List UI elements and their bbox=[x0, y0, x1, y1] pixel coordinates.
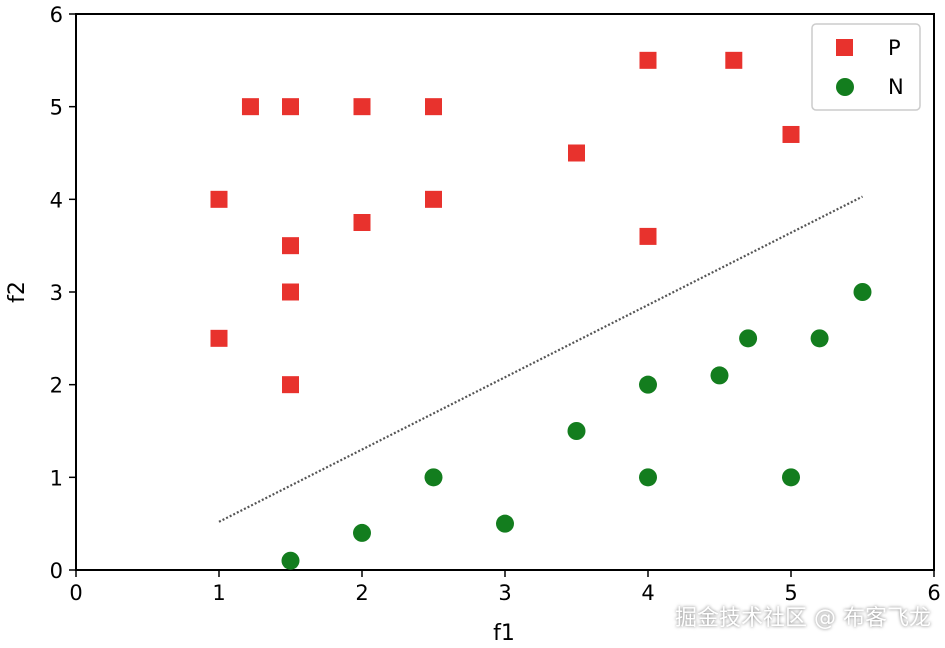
point-p bbox=[568, 144, 585, 162]
point-p bbox=[282, 376, 299, 394]
point-p bbox=[353, 214, 371, 231]
point-n bbox=[710, 366, 729, 385]
y-tick-label: 6 bbox=[50, 3, 63, 27]
plot-area bbox=[75, 13, 935, 571]
point-n bbox=[739, 329, 758, 348]
point-n bbox=[853, 283, 872, 301]
point-p bbox=[725, 51, 743, 69]
legend: P N bbox=[811, 23, 921, 111]
point-n bbox=[782, 468, 800, 487]
y-tick-label: 2 bbox=[50, 374, 63, 398]
x-tick-label: 0 bbox=[69, 581, 82, 605]
data-points bbox=[210, 51, 872, 570]
point-p bbox=[282, 283, 299, 301]
point-p bbox=[210, 329, 228, 347]
axis-ticks: 0 1 2 3 4 5 6 0 1 2 3 4 5 6 bbox=[50, 3, 941, 605]
point-p bbox=[353, 98, 371, 116]
point-n bbox=[353, 523, 371, 542]
y-tick-label: 3 bbox=[50, 281, 63, 305]
point-p bbox=[241, 98, 259, 116]
point-n bbox=[567, 422, 586, 440]
point-p bbox=[639, 51, 657, 69]
legend-label-p: P bbox=[888, 36, 901, 60]
y-tick-label: 5 bbox=[50, 96, 63, 120]
point-p bbox=[425, 98, 442, 116]
x-axis-label: f1 bbox=[493, 621, 515, 646]
x-tick-label: 3 bbox=[498, 581, 511, 605]
decision-boundary bbox=[218, 195, 863, 523]
x-tick-label: 6 bbox=[927, 581, 940, 605]
point-n bbox=[281, 551, 300, 570]
legend-box bbox=[811, 23, 921, 111]
point-p bbox=[782, 125, 800, 143]
y-tick-label: 0 bbox=[50, 559, 63, 583]
point-n bbox=[639, 375, 657, 394]
watermark-text: 掘金技术社区 @ 布客飞龙 bbox=[675, 606, 931, 631]
legend-marker-p bbox=[836, 39, 853, 56]
x-tick-label: 2 bbox=[355, 581, 368, 605]
point-p bbox=[425, 190, 442, 208]
decision-line bbox=[218, 195, 863, 523]
point-p bbox=[282, 237, 299, 255]
y-axis-label: f2 bbox=[5, 281, 30, 303]
y-tick-label: 4 bbox=[50, 188, 63, 212]
x-tick-label: 1 bbox=[212, 581, 225, 605]
legend-marker-n bbox=[836, 78, 854, 96]
y-tick-label: 1 bbox=[50, 466, 63, 490]
point-p bbox=[639, 227, 657, 245]
point-n bbox=[639, 468, 657, 487]
x-tick-label: 5 bbox=[784, 581, 797, 605]
point-p bbox=[282, 98, 299, 116]
legend-label-n: N bbox=[888, 75, 904, 99]
point-n bbox=[424, 468, 443, 487]
point-n bbox=[496, 514, 514, 533]
point-n bbox=[810, 329, 829, 348]
x-tick-label: 4 bbox=[641, 581, 654, 605]
point-p bbox=[210, 190, 228, 208]
